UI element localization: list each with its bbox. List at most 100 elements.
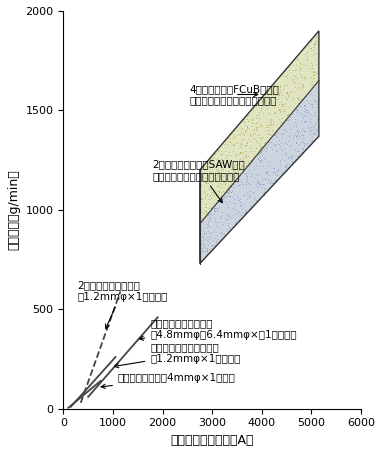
Point [207, 215, 213, 222]
Point [284, 140, 290, 148]
Point [214, 222, 220, 229]
Point [249, 116, 255, 123]
Point [282, 150, 288, 157]
Point [290, 151, 296, 158]
Point [242, 141, 248, 148]
Point [215, 235, 221, 242]
Point [264, 169, 270, 176]
Point [274, 171, 280, 178]
Point [220, 177, 227, 184]
Point [286, 116, 292, 123]
Point [307, 119, 313, 126]
Point [301, 118, 307, 125]
Point [308, 100, 314, 108]
Point [236, 160, 242, 167]
Point [256, 108, 262, 115]
Point [245, 111, 251, 118]
Point [266, 179, 272, 186]
Point [250, 115, 256, 122]
Point [257, 183, 263, 190]
Point [257, 120, 264, 128]
Point [309, 81, 315, 88]
Point [219, 192, 225, 200]
Point [261, 185, 267, 192]
Point [301, 101, 307, 109]
Point [232, 152, 238, 159]
Point [247, 160, 253, 168]
Point [218, 191, 224, 198]
Point [232, 173, 238, 180]
Point [253, 123, 259, 130]
Point [309, 133, 315, 140]
Point [311, 40, 317, 47]
Point [271, 84, 277, 91]
Point [239, 200, 245, 207]
Point [225, 203, 231, 211]
Point [286, 64, 292, 71]
Point [296, 94, 302, 102]
Point [299, 113, 306, 120]
Point [301, 107, 307, 114]
Point [204, 170, 210, 178]
Point [204, 190, 210, 197]
Point [309, 104, 315, 112]
Point [299, 86, 305, 93]
Point [244, 175, 250, 182]
Point [265, 122, 272, 129]
Point [274, 167, 280, 174]
Point [241, 116, 247, 123]
Point [278, 99, 284, 106]
Point [210, 245, 216, 252]
Point [248, 202, 254, 210]
Point [282, 107, 288, 114]
Point [203, 179, 209, 187]
Point [224, 186, 230, 193]
Point [227, 139, 233, 146]
Point [262, 123, 269, 130]
Point [280, 100, 286, 107]
Point [221, 231, 227, 238]
Point [301, 140, 307, 147]
Point [298, 95, 304, 102]
Point [299, 110, 306, 118]
Point [290, 61, 296, 68]
Point [268, 116, 274, 123]
Point [312, 126, 319, 133]
Point [251, 165, 257, 172]
Point [201, 243, 207, 250]
Point [202, 192, 208, 199]
Point [315, 88, 321, 95]
Point [240, 180, 246, 187]
Point [243, 162, 249, 169]
Point [286, 160, 292, 167]
Point [300, 131, 306, 138]
Text: ガスシールドアーク溶接
（1.2mmφ×1ワイヤ）: ガスシールドアーク溶接 （1.2mmφ×1ワイヤ） [115, 342, 241, 368]
Point [300, 82, 306, 89]
Point [258, 121, 264, 128]
Point [280, 85, 286, 93]
Point [277, 106, 283, 114]
Point [262, 148, 269, 155]
Point [268, 120, 274, 128]
Point [218, 180, 224, 187]
Point [203, 210, 209, 217]
Point [246, 132, 253, 139]
Point [265, 99, 271, 107]
Point [272, 99, 278, 106]
Point [272, 82, 278, 89]
Point [225, 189, 231, 196]
Point [202, 245, 208, 252]
Point [217, 157, 223, 164]
X-axis label: トータル溶接電流（A）: トータル溶接電流（A） [170, 434, 254, 447]
Point [227, 192, 233, 199]
Point [216, 187, 222, 194]
Point [215, 207, 222, 215]
Point [255, 179, 261, 186]
Point [271, 110, 277, 117]
Point [290, 133, 296, 140]
Point [291, 89, 297, 96]
Point [314, 116, 320, 123]
Point [306, 64, 312, 72]
Point [216, 204, 222, 211]
Point [246, 192, 252, 199]
